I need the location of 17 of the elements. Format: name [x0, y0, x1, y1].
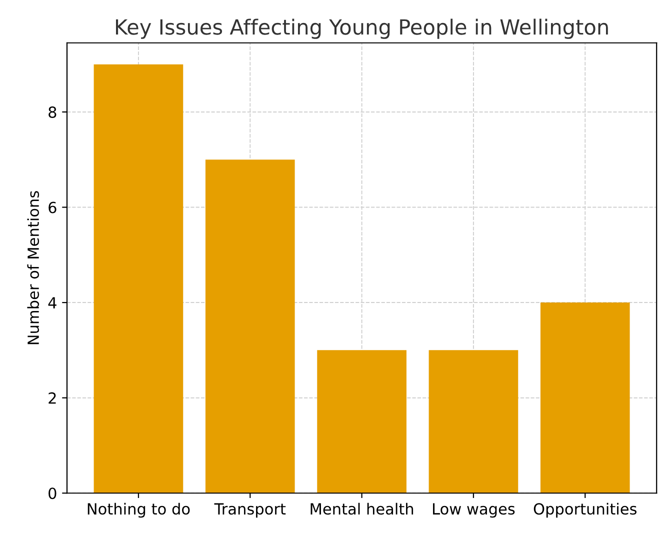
y-tick-label: 2 [48, 392, 56, 404]
chart-title: Key Issues Affecting Young People in Wellington [116, 18, 608, 39]
bar [205, 160, 295, 494]
x-tick-label: Transport [214, 503, 286, 518]
x-tick-label: Low wages [433, 503, 515, 518]
y-tick-label: 6 [48, 202, 56, 214]
y-axis-title: Number of Mentions [27, 191, 40, 344]
y-tick-label: 4 [48, 297, 56, 308]
bar [428, 350, 518, 494]
bar [94, 64, 184, 494]
x-tick-label: Mental health [310, 502, 414, 515]
y-tick-label: 8 [48, 106, 56, 118]
bar [540, 302, 630, 494]
y-tick-label: 0 [48, 488, 56, 500]
x-tick-label: Nothing to do [88, 502, 190, 518]
x-tick-label: Opportunities [534, 502, 637, 518]
bar [317, 350, 406, 494]
